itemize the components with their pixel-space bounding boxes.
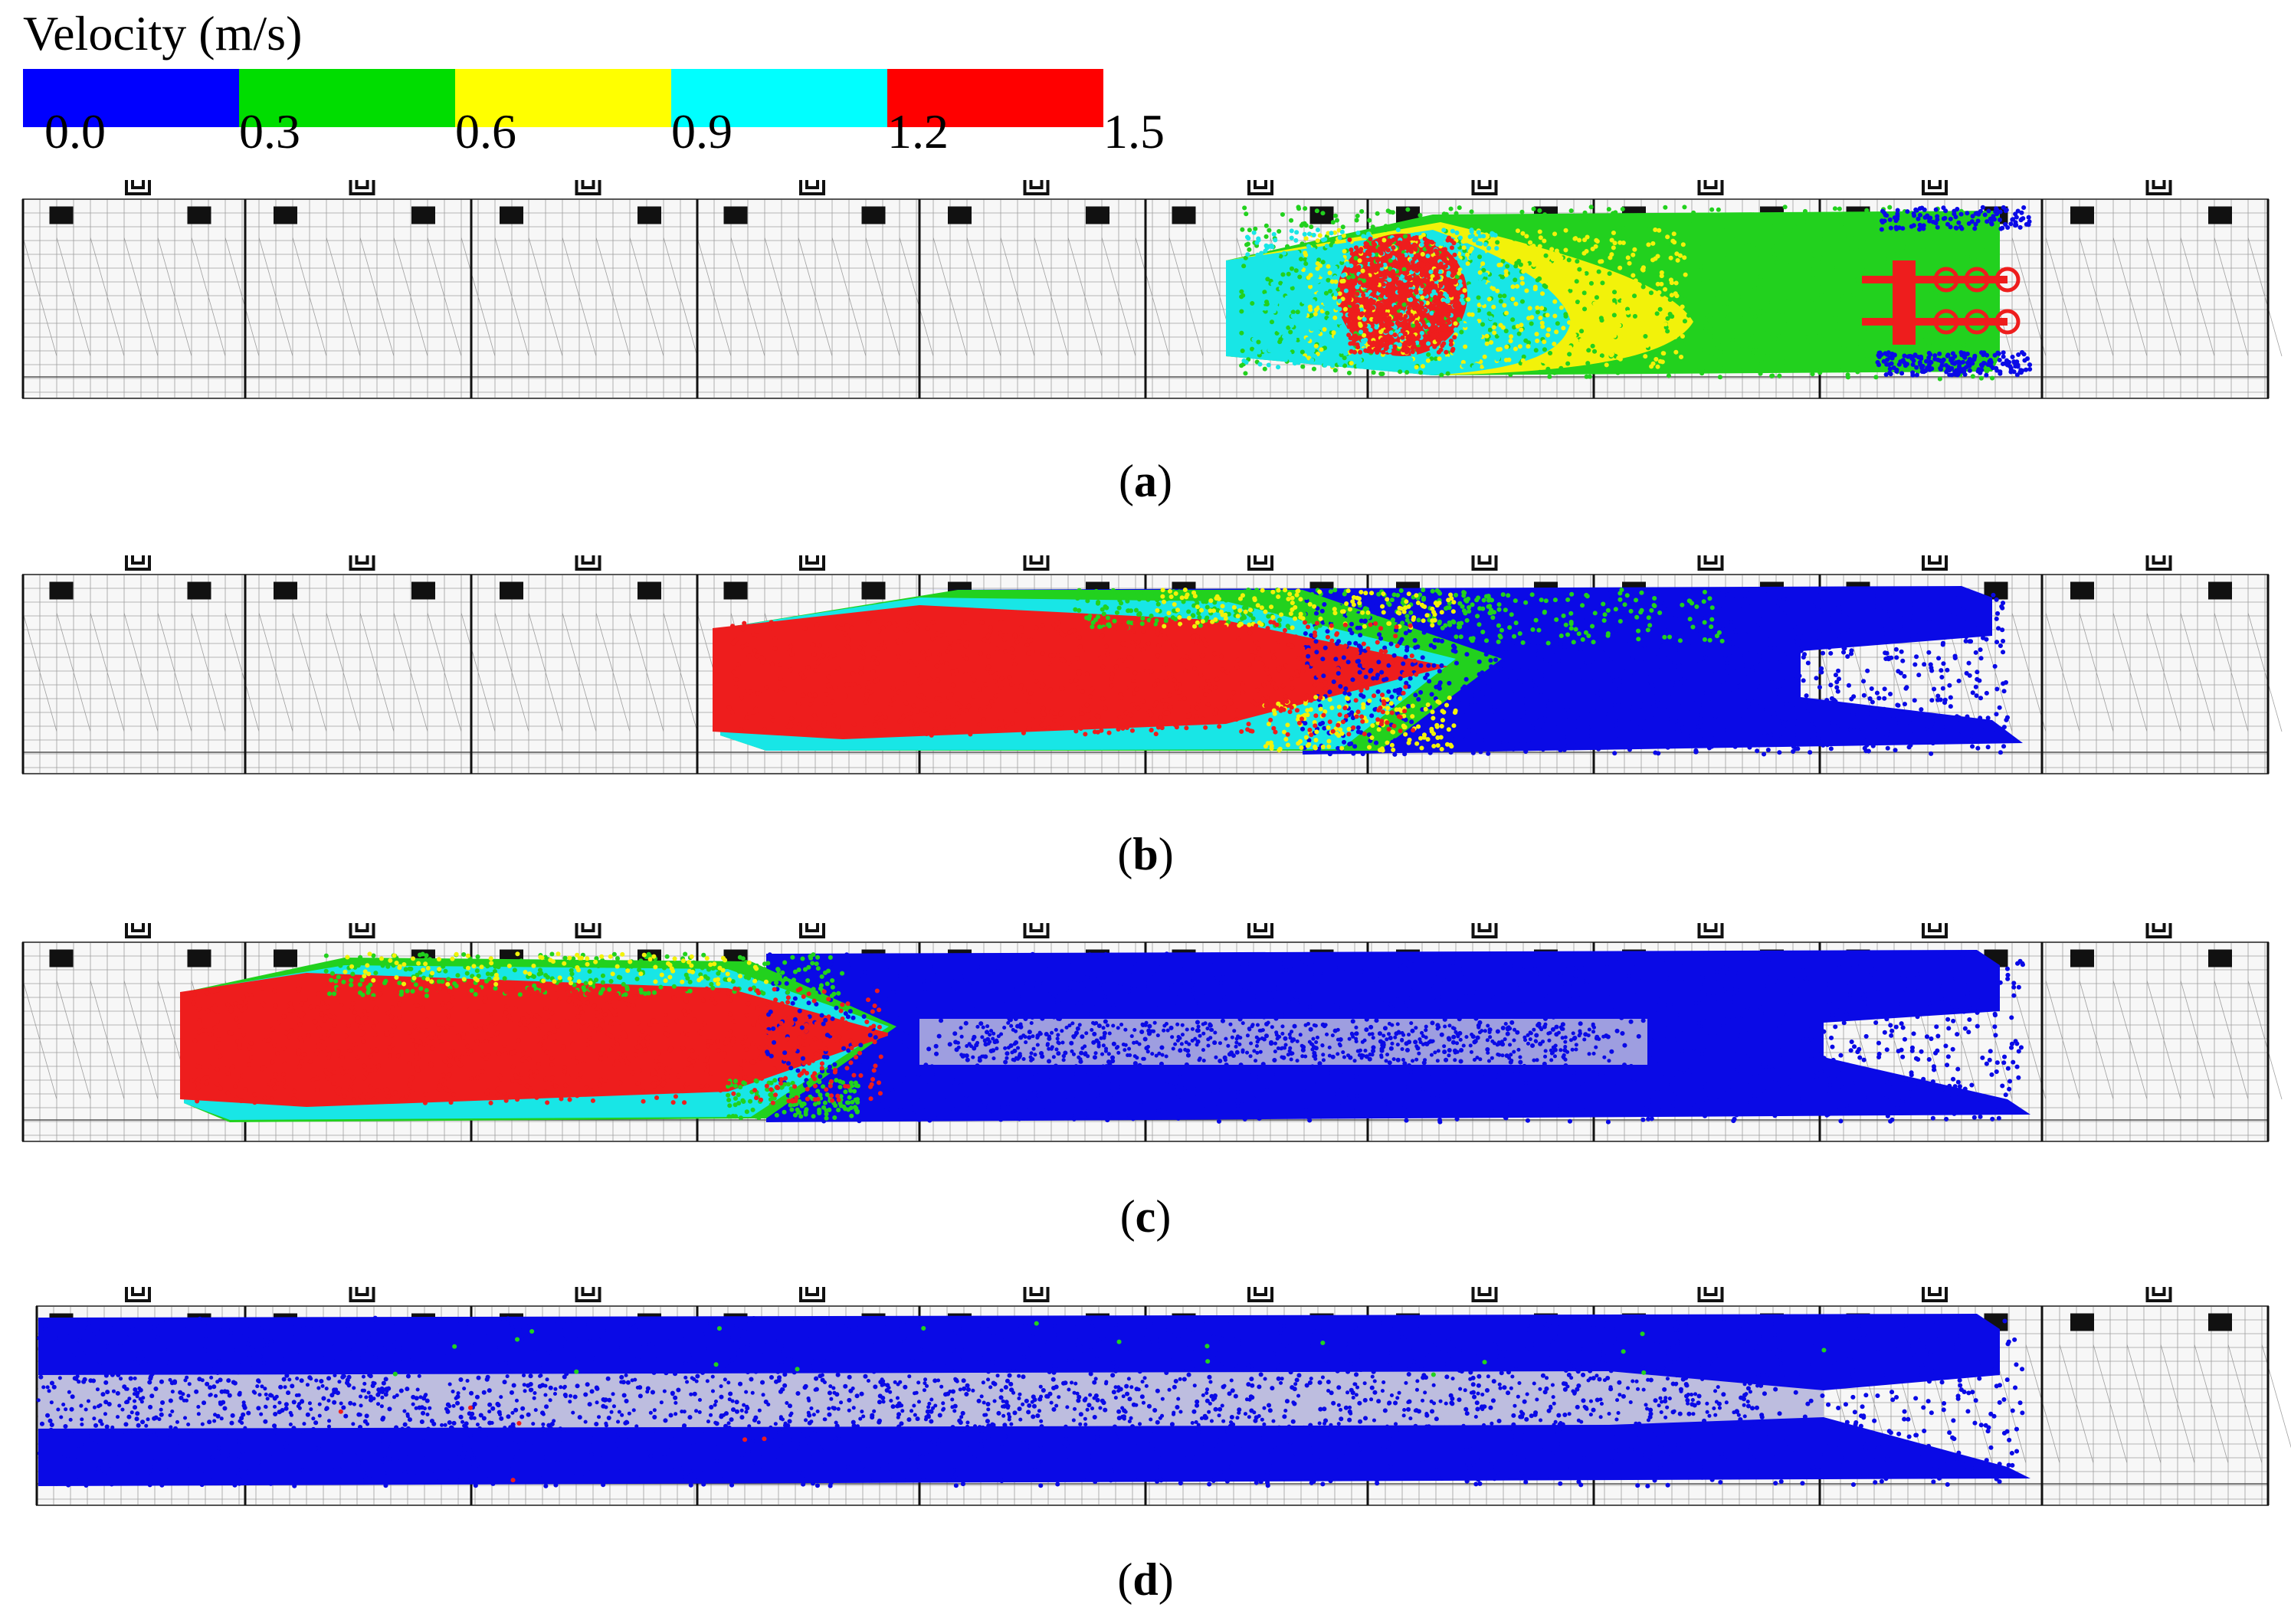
particle-field-d <box>36 1314 2030 1488</box>
legend-tick-5: 1.5 <box>1103 104 1165 159</box>
particle-field-c <box>180 950 2030 1125</box>
legend-tick-2: 0.6 <box>455 104 516 159</box>
legend-swatch-1 <box>239 69 455 127</box>
simulation-panel-d <box>35 1287 2291 1506</box>
caption-c: (c) <box>1119 1191 1172 1242</box>
legend-swatch-0 <box>23 69 239 127</box>
legend-swatch-4 <box>887 69 1103 127</box>
particle-field-b <box>713 586 2023 757</box>
particle-field-a <box>1226 205 2033 381</box>
simulation-panel-a <box>21 180 2283 399</box>
simulation-panel-b <box>21 555 2283 774</box>
legend-title: Velocity (m/s) <box>23 6 303 61</box>
legend-tick-3: 0.9 <box>671 104 733 159</box>
legend-swatch-3 <box>671 69 887 127</box>
caption-a: (a) <box>1119 456 1172 506</box>
rail-fixture-icon <box>1862 260 2021 345</box>
caption-d: (d) <box>1117 1554 1174 1605</box>
simulation-panel-c <box>21 923 2283 1142</box>
legend-tick-4: 1.2 <box>887 104 949 159</box>
legend-swatch-2 <box>455 69 671 127</box>
legend-tick-1: 0.3 <box>239 104 300 159</box>
color-legend-bar <box>23 69 1103 127</box>
legend-tick-0: 0.0 <box>44 104 106 159</box>
caption-b: (b) <box>1117 829 1174 879</box>
